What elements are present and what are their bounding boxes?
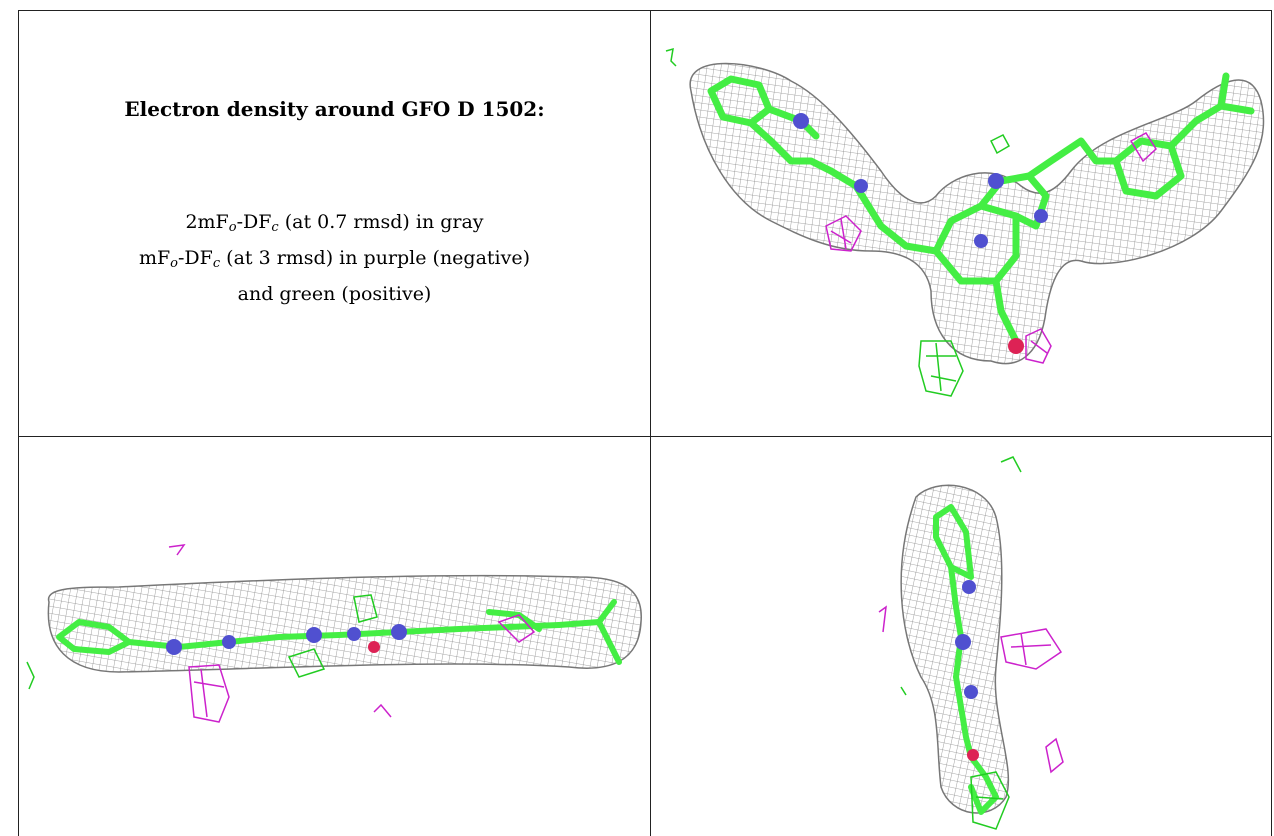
density-image-front: [665, 47, 1265, 397]
nitrogen-atoms: [166, 624, 407, 655]
ligand-model: [933, 504, 999, 815]
density-view-side: [19, 437, 650, 836]
oxygen-atom: [368, 641, 380, 653]
positive-density-blobs: [26, 594, 378, 690]
ligand-model: [707, 72, 1255, 345]
table-divider-vertical: [650, 10, 651, 836]
positive-density-blobs: [665, 47, 1011, 397]
density-image-side: [26, 544, 642, 723]
negative-density-blobs: [168, 544, 536, 723]
figure-table: [18, 10, 1272, 836]
table-divider-horizontal: [18, 436, 1272, 437]
positive-density-blobs: [900, 456, 1022, 830]
legend-line-fofc: mFo-DFc (at 3 rmsd) in purple (negative): [138, 247, 531, 271]
legend-line-2fofc: 2mFo-DFc (at 0.7 rmsd) in gray: [185, 211, 484, 235]
figure-title: Electron density around GFO D 1502:: [124, 97, 545, 121]
negative-density-blobs: [825, 132, 1157, 364]
map-legend: 2mFo-DFc (at 0.7 rmsd) in gray mFo-DFc (…: [19, 207, 650, 310]
density-mesh: [689, 62, 1265, 365]
legend-line-positive: and green (positive): [237, 283, 432, 305]
density-view-edge: [651, 437, 1271, 836]
caption-cell: Electron density around GFO D 1502: 2mFo…: [19, 11, 650, 436]
oxygen-atom: [967, 749, 979, 761]
nitrogen-atoms: [793, 113, 1048, 248]
oxygen-atom: [1008, 338, 1024, 354]
density-image-edge: [878, 456, 1064, 830]
density-mesh: [900, 484, 1010, 814]
nitrogen-atoms: [955, 580, 978, 699]
negative-density-blobs: [878, 605, 1064, 774]
density-view-front: [651, 11, 1271, 436]
